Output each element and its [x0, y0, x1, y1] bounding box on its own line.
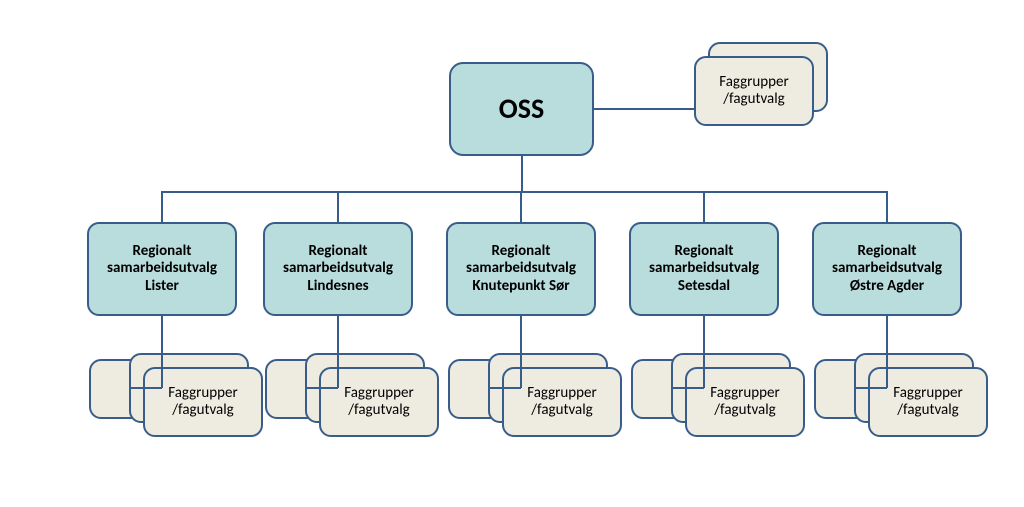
connector-line [305, 387, 338, 389]
child-3-stack-line1: Faggrupper [710, 385, 780, 402]
root-faggrupper-line2: /fagutvalg [723, 91, 784, 108]
child-4-line3: Østre Agder [850, 278, 924, 295]
child-node-knutepunkt: Regionalt samarbeidsutvalg Knutepunkt Sø… [446, 222, 596, 316]
child-0-stack-line1: Faggrupper [168, 385, 238, 402]
child-node-ostre-agder: Regionalt samarbeidsutvalg Østre Agder [812, 222, 962, 316]
connector-line [129, 387, 162, 389]
child-2-line1: Regionalt [492, 243, 551, 260]
child-3-line3: Setesdal [678, 278, 730, 295]
child-2-stack-line2: /fagutvalg [531, 402, 592, 419]
connector-line [337, 316, 339, 388]
child-4-line2: samarbeidsutvalg [832, 260, 942, 277]
connector-line [337, 191, 339, 222]
connector-line [488, 387, 521, 389]
child-3-line1: Regionalt [675, 243, 734, 260]
connector-line [854, 387, 887, 389]
connector-line [703, 316, 705, 388]
root-faggrupper-line1: Faggrupper [719, 74, 789, 91]
child-4-stack-line2: /fagutvalg [897, 402, 958, 419]
org-root-node: OSS [449, 62, 594, 156]
child-0-line1: Regionalt [133, 243, 192, 260]
child-4-line1: Regionalt [858, 243, 917, 260]
connector-line [520, 191, 522, 222]
connector-line [521, 156, 523, 192]
child-node-lindesnes: Regionalt samarbeidsutvalg Lindesnes [263, 222, 413, 316]
child-1-line2: samarbeidsutvalg [283, 260, 393, 277]
connector-line [161, 191, 888, 193]
child-1-stack-line2: /fagutvalg [348, 402, 409, 419]
child-2-line3: Knutepunkt Sør [472, 278, 569, 295]
connector-line [161, 316, 163, 388]
connector-line [594, 108, 694, 110]
child-1-line3: Lindesnes [307, 278, 368, 295]
child-0-line2: samarbeidsutvalg [107, 260, 217, 277]
connector-line [703, 191, 705, 222]
child-4-stack-line1: Faggrupper [893, 385, 963, 402]
connector-line [671, 387, 704, 389]
child-1-stack-line1: Faggrupper [344, 385, 414, 402]
child-node-setesdal: Regionalt samarbeidsutvalg Setesdal [629, 222, 779, 316]
child-2-stack-line1: Faggrupper [527, 385, 597, 402]
child-0-line3: Lister [145, 278, 179, 295]
child-0-stack-line2: /fagutvalg [172, 402, 233, 419]
child-1-line1: Regionalt [309, 243, 368, 260]
connector-line [161, 191, 163, 222]
connector-line [886, 191, 888, 222]
child-3-line2: samarbeidsutvalg [649, 260, 759, 277]
connector-line [886, 316, 888, 388]
root-faggrupper-front: Faggrupper /fagutvalg [694, 56, 814, 126]
connector-line [520, 316, 522, 388]
child-node-lister: Regionalt samarbeidsutvalg Lister [87, 222, 237, 316]
child-2-line2: samarbeidsutvalg [466, 260, 576, 277]
child-3-stack-line2: /fagutvalg [714, 402, 775, 419]
